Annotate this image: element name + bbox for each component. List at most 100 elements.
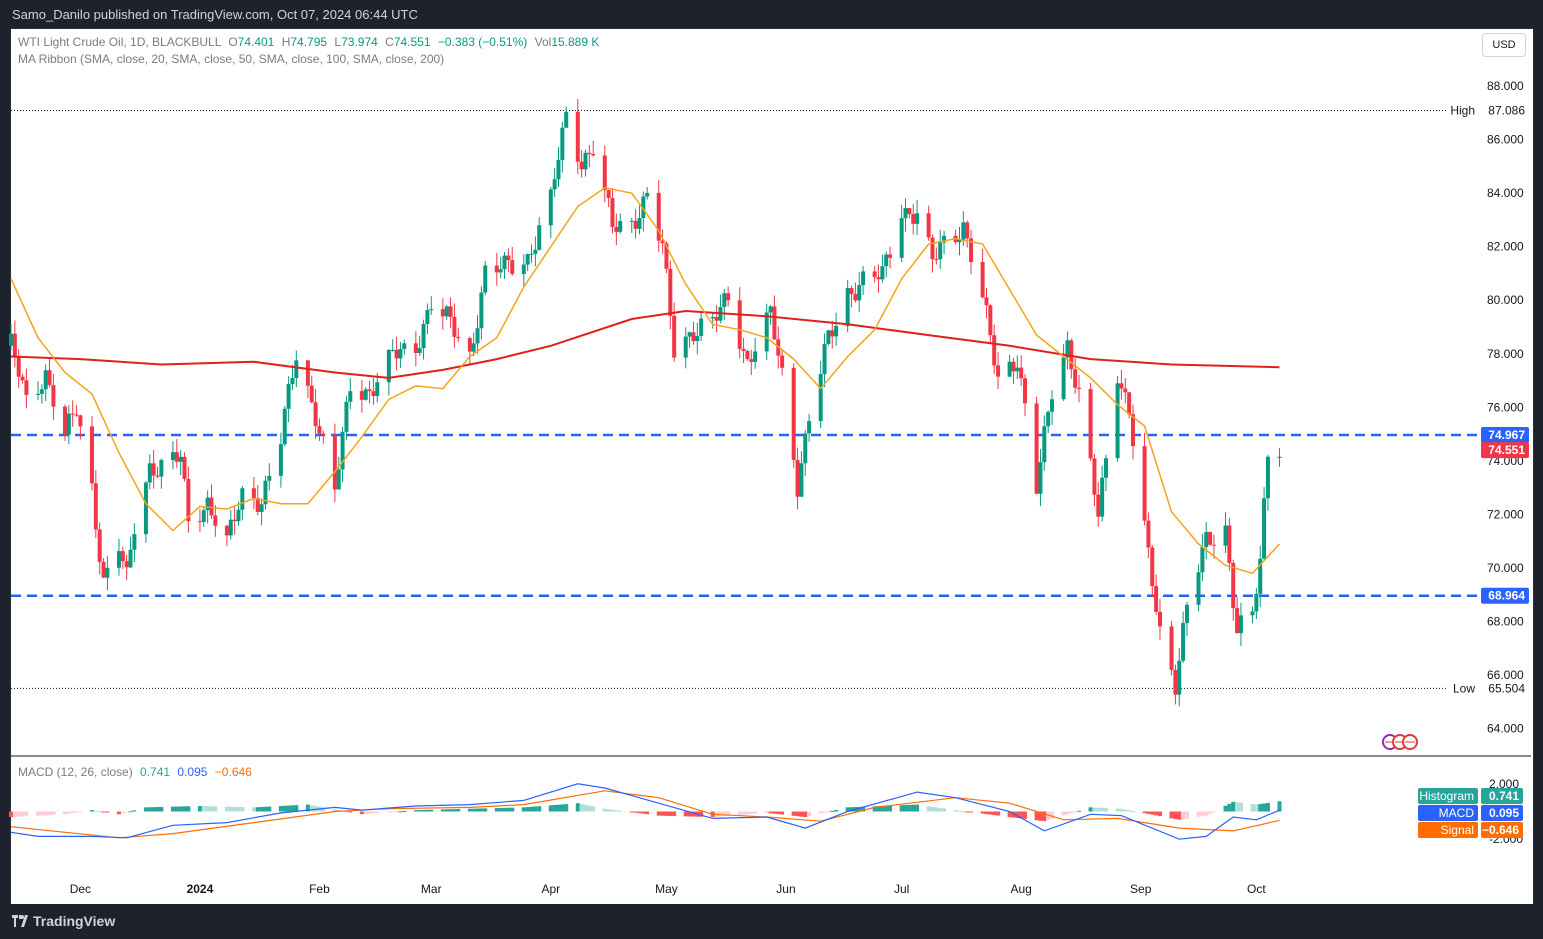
candle-body[interactable] — [996, 365, 1001, 377]
candle-body[interactable] — [1157, 611, 1162, 627]
candle-body[interactable] — [618, 221, 623, 232]
candle-body[interactable] — [186, 478, 191, 522]
candle-body[interactable] — [656, 192, 661, 241]
candle-body[interactable] — [286, 383, 291, 409]
candle-body[interactable] — [305, 360, 310, 386]
candle-body[interactable] — [533, 249, 538, 254]
candle-body[interactable] — [240, 488, 245, 510]
candle-body[interactable] — [587, 152, 592, 155]
candle-body[interactable] — [1042, 426, 1047, 463]
candle-body[interactable] — [78, 415, 83, 427]
tradingview-logo[interactable]: TradingView — [12, 913, 115, 929]
candle-body[interactable] — [47, 370, 52, 386]
candle-body[interactable] — [845, 288, 850, 326]
candle-body[interactable] — [201, 510, 206, 523]
candle-body[interactable] — [606, 189, 611, 198]
candle-body[interactable] — [942, 235, 947, 243]
candle-body[interactable] — [992, 335, 997, 366]
candle-body[interactable] — [984, 297, 989, 306]
sma200-line[interactable] — [10, 309, 1280, 379]
candle-body[interactable] — [1204, 531, 1209, 548]
candle-body[interactable] — [610, 197, 615, 227]
candle-body[interactable] — [105, 567, 110, 578]
candle-body[interactable] — [344, 401, 349, 432]
candle-body[interactable] — [560, 127, 565, 160]
candle-body[interactable] — [1223, 525, 1228, 546]
candle-body[interactable] — [1265, 456, 1270, 499]
candle-body[interactable] — [602, 155, 607, 190]
candle-body[interactable] — [159, 460, 164, 477]
candle-body[interactable] — [938, 242, 943, 260]
candle-body[interactable] — [556, 159, 561, 180]
candle-body[interactable] — [375, 382, 380, 396]
candle-body[interactable] — [479, 292, 484, 329]
candle-body[interactable] — [402, 343, 407, 349]
candle-body[interactable] — [741, 348, 746, 351]
candle-body[interactable] — [1238, 615, 1243, 634]
candle-body[interactable] — [564, 111, 569, 128]
candle-body[interactable] — [97, 529, 102, 562]
candle-body[interactable] — [834, 325, 839, 337]
candle-body[interactable] — [926, 213, 931, 238]
candle-body[interactable] — [120, 551, 125, 562]
candle-body[interactable] — [861, 271, 866, 286]
candle-body[interactable] — [1011, 361, 1016, 372]
candle-body[interactable] — [62, 406, 67, 435]
candle-body[interactable] — [1262, 498, 1267, 559]
candle-body[interactable] — [294, 360, 299, 378]
candle-body[interactable] — [633, 220, 638, 229]
candle-body[interactable] — [961, 222, 966, 240]
candle-body[interactable] — [132, 534, 137, 550]
candle-body[interactable] — [1088, 389, 1093, 459]
candle-body[interactable] — [660, 240, 665, 244]
candle-body[interactable] — [930, 237, 935, 260]
candle-body[interactable] — [965, 222, 970, 239]
candle-body[interactable] — [753, 351, 758, 362]
candle-body[interactable] — [1154, 586, 1159, 612]
macd-legend[interactable]: MACD (12, 26, close) 0.741 0.095 −0.646 — [18, 765, 252, 779]
candle-body[interactable] — [456, 336, 461, 339]
macd-signal-line[interactable] — [10, 790, 1280, 839]
candle-body[interactable] — [116, 551, 121, 568]
candle-body[interactable] — [1069, 340, 1074, 370]
candle-body[interactable] — [475, 328, 480, 344]
candle-body[interactable] — [267, 475, 272, 481]
candle-body[interactable] — [205, 497, 210, 511]
candle-body[interactable] — [467, 338, 472, 352]
candle-body[interactable] — [93, 483, 98, 530]
candle-body[interactable] — [822, 344, 827, 375]
candle-body[interactable] — [74, 414, 79, 416]
candle-body[interactable] — [440, 309, 445, 317]
candle-body[interactable] — [35, 393, 40, 395]
candle-body[interactable] — [911, 214, 916, 224]
candle-body[interactable] — [452, 316, 457, 337]
candle-body[interactable] — [259, 504, 264, 512]
candle-body[interactable] — [313, 402, 318, 427]
candle-body[interactable] — [147, 463, 152, 483]
candle-body[interactable] — [849, 288, 854, 294]
candle-body[interactable] — [1231, 562, 1236, 609]
candle-body[interactable] — [1208, 531, 1213, 545]
candle-body[interactable] — [683, 336, 688, 358]
candle-body[interactable] — [552, 179, 557, 190]
candle-body[interactable] — [182, 456, 187, 479]
candle-body[interactable] — [24, 380, 29, 395]
candle-body[interactable] — [155, 475, 160, 477]
ma-ribbon-legend[interactable]: MA Ribbon (SMA, close, 20, SMA, close, 5… — [18, 52, 445, 66]
candle-body[interactable] — [321, 433, 326, 436]
candle-body[interactable] — [1184, 604, 1189, 624]
candle-body[interactable] — [290, 377, 295, 384]
candle-body[interactable] — [367, 389, 372, 392]
candle-body[interactable] — [386, 349, 391, 383]
candle-body[interactable] — [1019, 367, 1024, 379]
candle-body[interactable] — [363, 389, 368, 400]
candle-body[interactable] — [1038, 462, 1043, 494]
candle-body[interactable] — [1115, 383, 1120, 459]
candle-body[interactable] — [1007, 361, 1012, 377]
candle-body[interactable] — [359, 391, 364, 400]
candle-body[interactable] — [668, 268, 673, 316]
candle-body[interactable] — [224, 525, 229, 536]
candle-body[interactable] — [1127, 392, 1132, 415]
candle-body[interactable] — [583, 152, 588, 170]
